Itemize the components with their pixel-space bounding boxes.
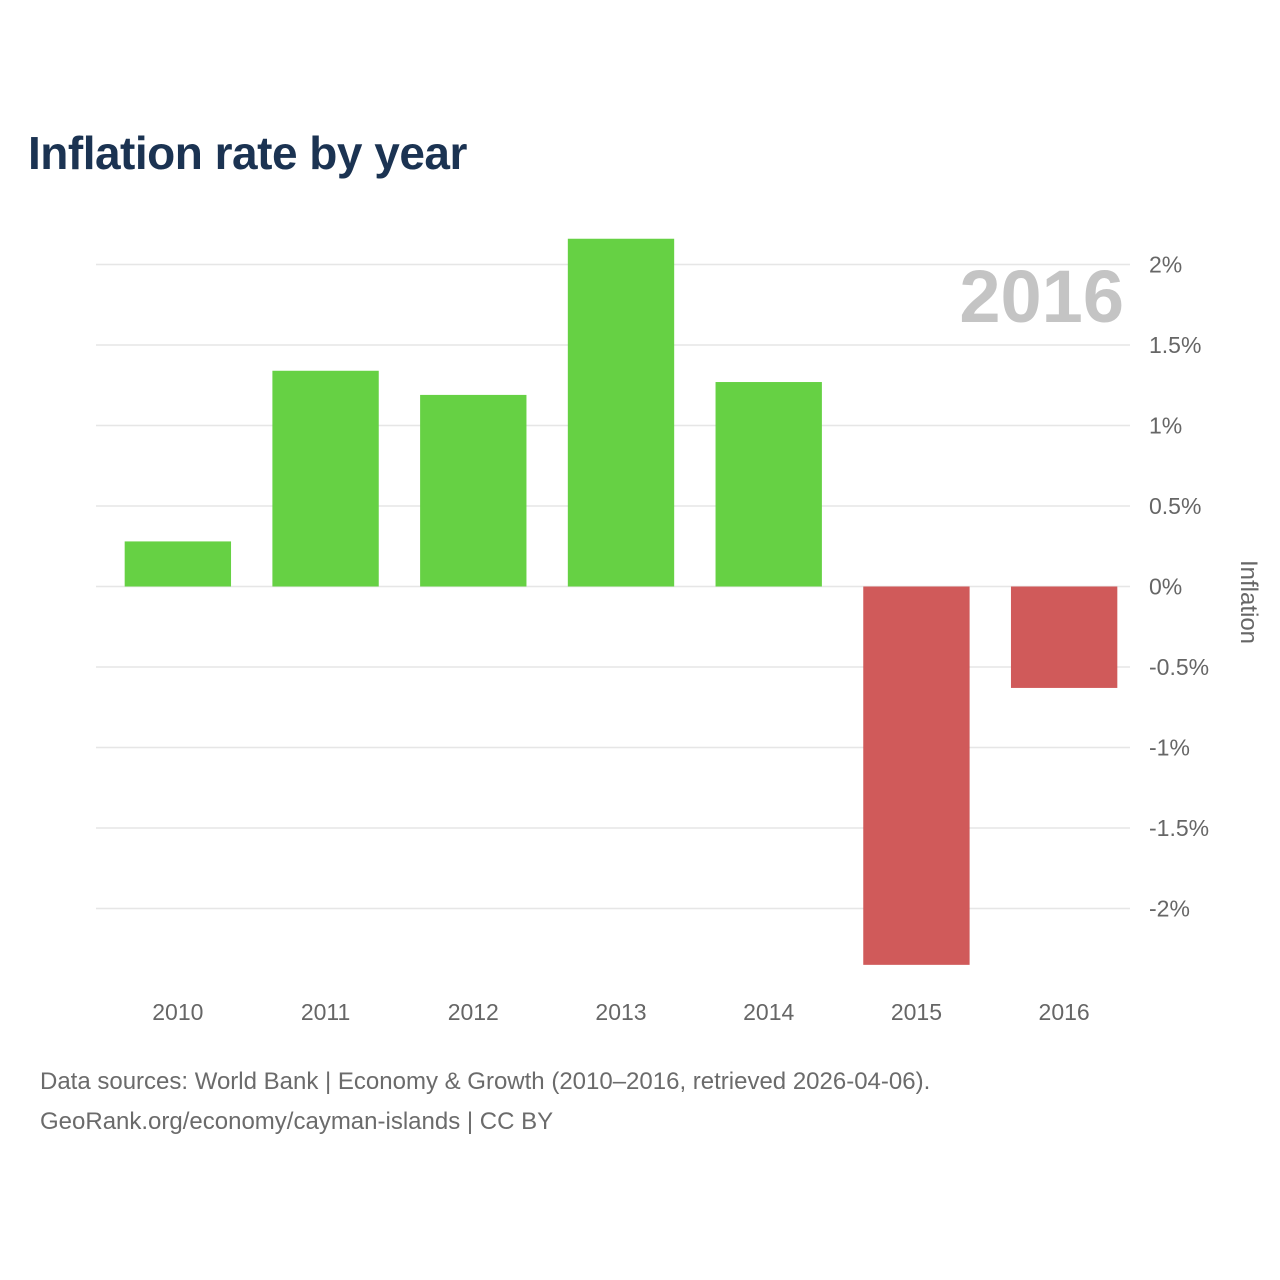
x-tick-label: 2016 — [1039, 999, 1090, 1025]
y-axis-label: Inflation — [1235, 560, 1262, 644]
y-tick-label: -0.5% — [1149, 654, 1209, 680]
bar-2014[interactable] — [715, 382, 822, 587]
y-axis-ticks: 2% 1.5% 1% 0.5% 0% -0.5% -1% -1.5% -2% — [1149, 252, 1209, 922]
x-tick-label: 2013 — [595, 999, 646, 1025]
y-tick-label: 0.5% — [1149, 493, 1201, 519]
y-tick-label: -1.5% — [1149, 815, 1209, 841]
y-tick-label: 2% — [1149, 252, 1182, 278]
bar-2015[interactable] — [863, 586, 970, 965]
y-tick-label: -1% — [1149, 735, 1190, 761]
x-tick-label: 2010 — [152, 999, 203, 1025]
bar-2012[interactable] — [420, 394, 527, 587]
y-tick-label: 0% — [1149, 574, 1182, 600]
bars — [124, 238, 1118, 965]
x-axis-ticks: 2010 2011 2012 2013 2014 2015 2016 — [152, 999, 1089, 1025]
y-tick-label: 1.5% — [1149, 332, 1201, 358]
chart-title: Inflation rate by year — [28, 127, 467, 179]
bar-2016[interactable] — [1010, 586, 1118, 688]
source-url-text: GeoRank.org/economy/cayman-islands | CC … — [40, 1108, 554, 1135]
bar-2013[interactable] — [567, 238, 675, 587]
y-tick-label: -2% — [1149, 896, 1190, 922]
source-text: Data sources: World Bank | Economy & Gro… — [40, 1068, 931, 1095]
y-tick-label: 1% — [1149, 413, 1182, 439]
highlight-year-label: 2016 — [959, 255, 1124, 338]
bar-2011[interactable] — [272, 370, 379, 587]
x-tick-label: 2015 — [891, 999, 942, 1025]
x-tick-label: 2011 — [301, 999, 350, 1025]
bar-2010[interactable] — [124, 541, 232, 587]
x-tick-label: 2014 — [743, 999, 794, 1025]
x-tick-label: 2012 — [448, 999, 499, 1025]
